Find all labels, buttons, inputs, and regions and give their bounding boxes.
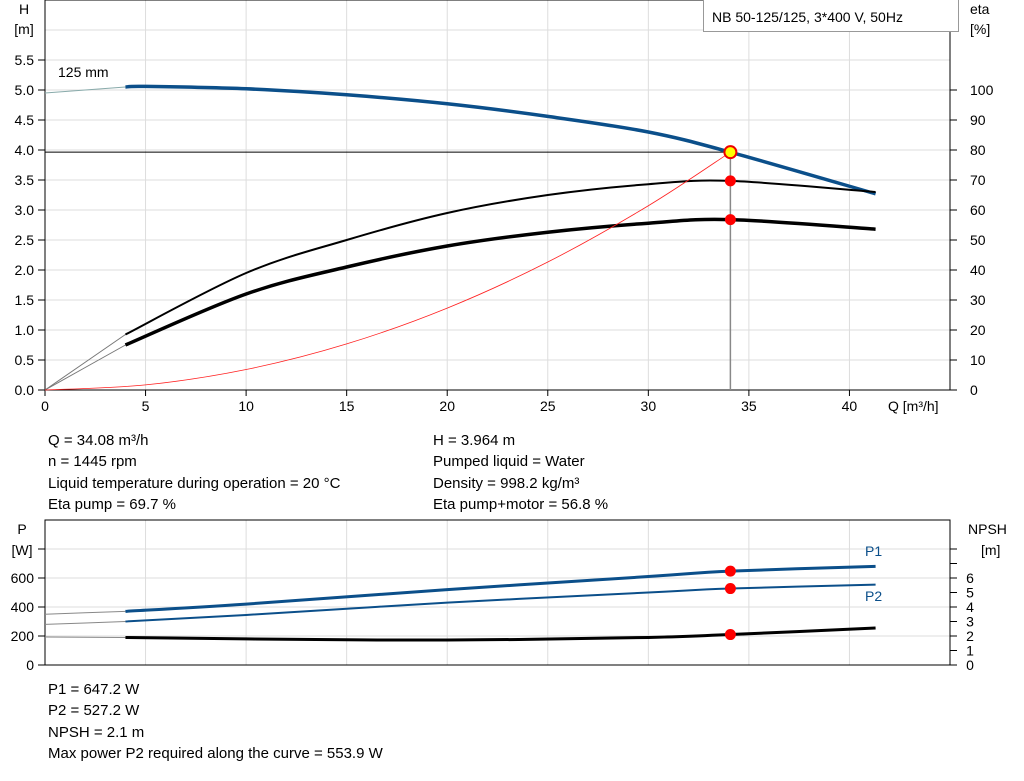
H-curve — [125, 84, 877, 196]
y2-tick-label: 20 — [970, 322, 986, 338]
x-tick-label: 5 — [142, 398, 150, 414]
x-tick-label: 35 — [741, 398, 757, 414]
y2-tick-label: 6 — [966, 570, 974, 586]
P2-curve — [125, 583, 876, 623]
pump-title: NB 50-125/125, 3*400 V, 50Hz — [703, 0, 959, 32]
info-density: Density = 998.2 kg/m³ — [433, 475, 580, 492]
P2-label: P2 — [865, 588, 882, 604]
y-axis-label: H — [19, 1, 29, 17]
x-tick-label: 25 — [540, 398, 556, 414]
info-eta-pump: Eta pump = 69.7 % — [48, 496, 176, 513]
y-tick-label: 1.5 — [15, 292, 35, 308]
P2-duty-point — [724, 583, 736, 595]
x-tick-label: 20 — [439, 398, 455, 414]
y2-tick-label: 0 — [966, 657, 974, 673]
system-curve — [44, 151, 731, 391]
info-q: Q = 34.08 m³/h — [48, 432, 149, 449]
x-tick-label: 0 — [41, 398, 49, 414]
plot-frame — [44, 0, 951, 391]
P1-label: P1 — [865, 543, 882, 559]
y-tick-label: 3.5 — [15, 172, 35, 188]
y-tick-label: 3.0 — [15, 202, 35, 218]
plot-frame — [44, 519, 951, 666]
eta-pump-duty-point — [724, 175, 736, 187]
y-tick-label: 600 — [11, 570, 35, 586]
eta_pump-curve — [124, 179, 876, 336]
NPSH-duty-point — [724, 629, 736, 641]
y2-tick-label: 5 — [966, 585, 974, 601]
y-tick-label: 0 — [26, 657, 34, 673]
y2-tick-label: 1 — [966, 643, 974, 659]
x-tick-label: 30 — [641, 398, 657, 414]
y2-tick-label: 2 — [966, 628, 974, 644]
info-max-p2: Max power P2 required along the curve = … — [48, 745, 383, 762]
x-tick-label: 40 — [842, 398, 858, 414]
info-eta-pump-motor: Eta pump+motor = 56.8 % — [433, 496, 609, 513]
duty-point-marker — [723, 145, 738, 160]
x-tick-label: 15 — [339, 398, 355, 414]
info-p1: P1 = 647.2 W — [48, 681, 140, 698]
y-tick-label: 4.0 — [15, 142, 35, 158]
y2-axis-label: eta — [970, 1, 990, 17]
y2-axis-unit: [%] — [970, 21, 990, 37]
info-h: H = 3.964 m — [433, 432, 516, 449]
info-n: n = 1445 rpm — [48, 453, 137, 470]
y-tick-label: 5.0 — [15, 82, 35, 98]
info-npsh: NPSH = 2.1 m — [48, 724, 145, 741]
curve-label: 125 mm — [58, 64, 109, 80]
info-p2: P2 = 527.2 W — [48, 702, 140, 719]
P2-curve-extension — [44, 621, 126, 625]
eta_pump_motor-curve-extension — [44, 344, 126, 391]
P1-curve-extension — [44, 610, 126, 615]
y-tick-label: 0.0 — [15, 382, 35, 398]
y-tick-label: 200 — [11, 628, 35, 644]
y-tick-label: 2.0 — [15, 262, 35, 278]
y2-tick-label: 60 — [970, 202, 986, 218]
y-tick-label: 4.5 — [15, 112, 35, 128]
y2-tick-label: 30 — [970, 292, 986, 308]
y-axis-unit: [W] — [12, 542, 33, 558]
y2-tick-label: 90 — [970, 112, 986, 128]
y-tick-label: 2.5 — [15, 232, 35, 248]
P1-duty-point — [724, 565, 736, 577]
y-tick-label: 0.5 — [15, 352, 35, 368]
y-axis-label: P — [17, 521, 26, 537]
eta_pump-curve-extension — [44, 334, 126, 391]
y2-axis-unit: [m] — [981, 542, 1000, 558]
y2-tick-label: 50 — [970, 232, 986, 248]
y2-tick-label: 10 — [970, 352, 986, 368]
P1-curve — [125, 564, 876, 613]
eta-pump-motor-duty-point — [724, 214, 736, 226]
y2-tick-label: 0 — [970, 382, 978, 398]
info-liquid: Pumped liquid = Water — [433, 453, 585, 470]
NPSH-curve — [125, 626, 876, 642]
eta_pump_motor-curve — [124, 217, 876, 347]
y-axis-unit: [m] — [14, 21, 33, 37]
y2-tick-label: 70 — [970, 172, 986, 188]
y2-tick-label: 80 — [970, 142, 986, 158]
y-tick-label: 5.5 — [15, 52, 35, 68]
y2-tick-label: 100 — [970, 82, 994, 98]
H-curve-extension — [44, 86, 126, 94]
y-tick-label: 400 — [11, 599, 35, 615]
y2-tick-label: 3 — [966, 614, 974, 630]
y-tick-label: 1.0 — [15, 322, 35, 338]
y2-axis-label: NPSH — [968, 521, 1007, 537]
x-tick-label: 10 — [238, 398, 254, 414]
x-axis-label: Q [m³/h] — [888, 398, 939, 414]
y2-tick-label: 40 — [970, 262, 986, 278]
info-temp: Liquid temperature during operation = 20… — [48, 475, 341, 492]
y2-tick-label: 4 — [966, 599, 974, 615]
